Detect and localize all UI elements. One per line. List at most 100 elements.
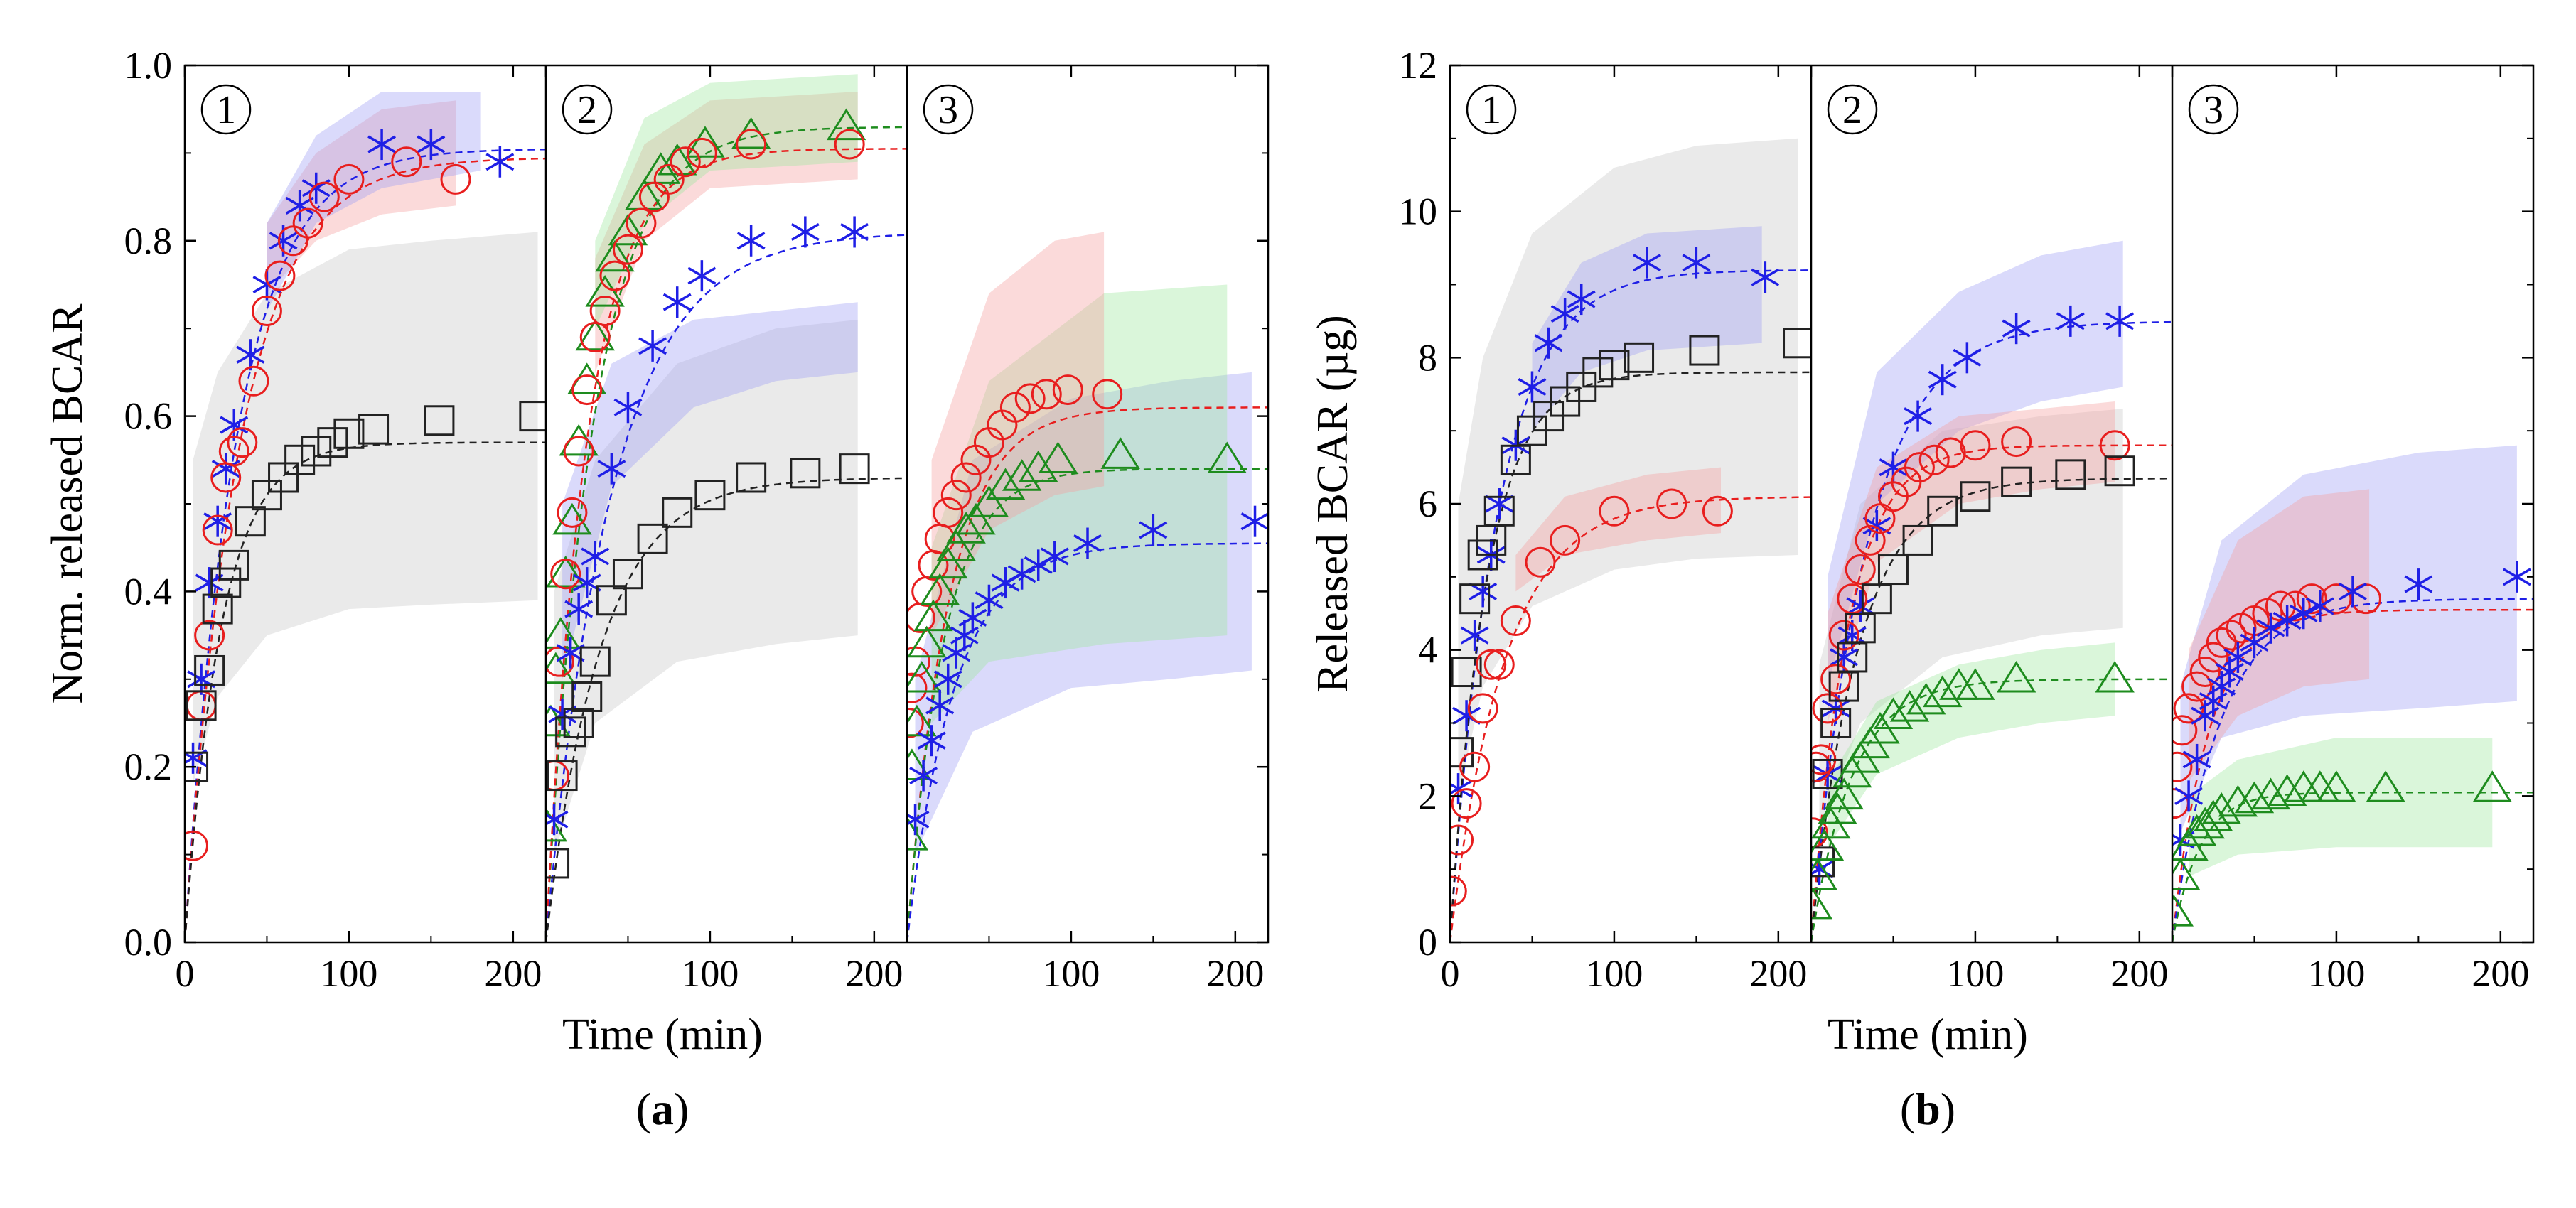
asterisk-marker [2240,627,2269,659]
triangle-marker [946,512,986,544]
panel-tag-open-paren: ( [636,1084,651,1134]
x-axis-title: Time (min) [1828,1010,2028,1059]
confidence-band [1515,467,1721,592]
confidence-band [595,92,858,372]
circle-marker [1820,664,1852,695]
triangle-marker [685,126,725,158]
asterisk-marker [1682,247,1711,279]
fit-curve [2172,791,2533,942]
x-tick-label: 0 [176,952,195,995]
circle-marker [736,129,767,160]
series-circle [907,374,1123,738]
x-tick-label: 200 [1206,952,1264,995]
subplot-2 [1811,240,2172,942]
triangle-marker [907,625,947,658]
triangle-marker [1019,450,1058,482]
subplot-3 [2172,445,2533,942]
circle-marker [1845,554,1876,586]
circle-marker [940,480,972,511]
confidence-band [2189,738,2493,877]
circle-marker [440,163,471,195]
circle-marker [2172,715,2198,746]
fit-curve [1450,269,1811,942]
series-triangle [907,437,1247,851]
series-triangle [1811,660,2135,920]
x-tick-label: 100 [2307,952,2365,995]
subplot-label-circle [2188,84,2239,135]
series-asterisk [185,129,515,774]
asterisk-marker [736,225,766,257]
circle-marker [2099,430,2130,461]
asterisk-marker [790,216,820,248]
triangle-marker [907,660,942,693]
asterisk-marker [1953,342,1982,374]
circle-marker [1525,546,1556,578]
circle-marker [579,322,611,353]
circle-marker [571,374,603,406]
subplot-label: 3 [938,88,958,132]
y-tick-label: 8 [1418,336,1437,379]
square-marker [333,418,365,449]
circle-marker [1599,495,1630,527]
fit-curve [185,441,546,942]
triangle-marker [985,468,1026,500]
x-tick-label: 100 [320,952,377,995]
fit-curve [546,234,907,942]
circle-marker [612,234,643,265]
triangle-marker [2218,784,2258,817]
circle-marker [1031,379,1062,410]
asterisk-marker [662,286,692,318]
square-marker [317,427,348,458]
asterisk-marker [2256,612,2285,644]
circle-marker [563,436,594,467]
square-marker [284,444,316,475]
panel-tag-open-paren: ( [1900,1084,1915,1134]
asterisk-marker [613,392,643,424]
asterisk-marker [581,541,610,573]
asterisk-marker [485,146,515,178]
square-marker [1483,495,1515,527]
square-marker [1820,708,1852,738]
asterisk-marker [2056,305,2085,337]
circle-marker [2189,657,2221,688]
fit-curve [546,148,907,942]
x-tick-label: 200 [484,952,542,995]
series-asterisk [1450,247,1780,805]
subplot-3 [907,232,1268,942]
triangle-marker [1906,682,1946,715]
square-marker [1811,846,1835,878]
circle-marker [834,129,865,160]
triangle-marker [1811,887,1833,920]
circle-marker [2181,671,2213,702]
y-tick-label: 2 [1418,775,1437,817]
circle-marker [2296,583,2327,615]
circle-marker [1092,379,1123,410]
asterisk-marker [2174,780,2204,812]
circle-marker [2198,642,2229,673]
y-tick-label: 0.2 [124,745,173,788]
circle-marker [2265,590,2296,622]
triangle-marker [608,213,648,246]
x-tick-label: 100 [1946,952,2004,995]
triangle-marker [1002,459,1042,491]
asterisk-marker [556,637,585,669]
circle-marker [2280,590,2311,622]
x-tick-label: 0 [1441,952,1460,995]
square-marker [1960,481,1991,512]
square-marker [555,716,586,748]
circle-marker [589,296,621,327]
x-tick-label: 200 [2110,952,2168,995]
subplot-label-circle [923,84,974,135]
circle-marker [1828,620,1859,651]
square-marker [268,462,299,493]
circle-marker [1052,374,1083,406]
series-square [1811,455,2135,878]
asterisk-marker [2404,568,2433,600]
square-marker [1624,342,1655,373]
asterisk-marker [1751,261,1780,293]
asterisk-marker [2223,641,2253,673]
series-circle [185,146,471,861]
circle-marker [1811,751,1832,782]
triangle-marker [1889,690,1930,722]
